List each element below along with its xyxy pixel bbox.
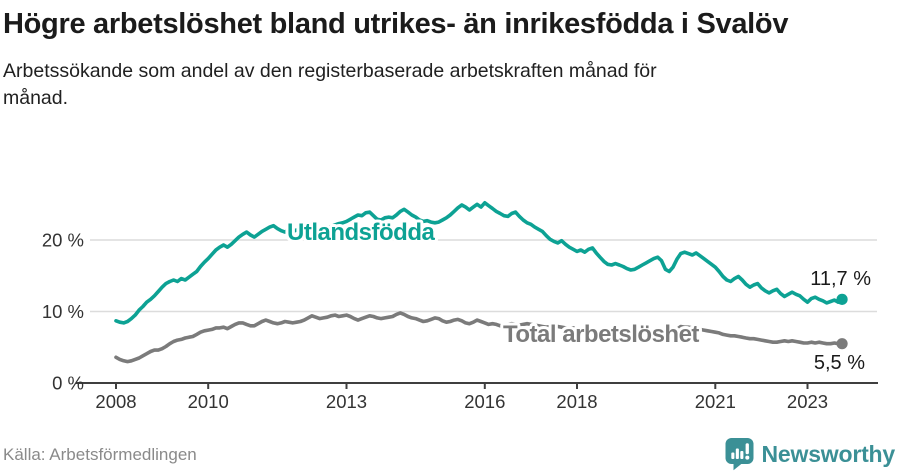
newsworthy-icon (725, 438, 754, 471)
series-line-utlandsfodda (114, 200, 844, 325)
newsworthy-wordmark: Newsworthy (761, 440, 896, 467)
end-value-label-total: 5,5 % (814, 352, 865, 374)
x-tick-label: 2021 (695, 391, 736, 412)
y-tick-label: 0 % (52, 373, 84, 394)
series-label-utlandsfodda: Utlandsfödda (287, 219, 435, 246)
x-tick-label: 2010 (188, 391, 229, 412)
page-title: Högre arbetslöshet bland utrikes- än inr… (3, 8, 789, 40)
x-tick-label: 2023 (787, 391, 828, 412)
end-value-label-utlandsfodda: 11,7 % (810, 268, 871, 290)
page-subtitle: Arbetssökande som andel av den registerb… (3, 59, 657, 109)
series-end-dot-total (836, 338, 848, 350)
x-tick-label: 2008 (95, 391, 136, 412)
y-tick-label: 20 % (42, 230, 84, 251)
source-note: Källa: Arbetsförmedlingen (3, 445, 197, 464)
series-line-total (114, 311, 844, 364)
x-tick-label: 2018 (556, 391, 597, 412)
y-tick-label: 10 % (42, 301, 84, 322)
newsworthy-logo[interactable]: Newsworthy (724, 437, 895, 471)
x-tick-label: 2013 (326, 391, 367, 412)
x-tick-label: 2016 (464, 391, 505, 412)
series-label-total: Total arbetslöshet (503, 321, 699, 348)
unemployment-line-chart: 2008 2010 2013 2016 2018 2021 2023 0 % 10 % 20 % U… (42, 200, 878, 412)
series-end-dot-utlandsfodda (836, 293, 848, 305)
